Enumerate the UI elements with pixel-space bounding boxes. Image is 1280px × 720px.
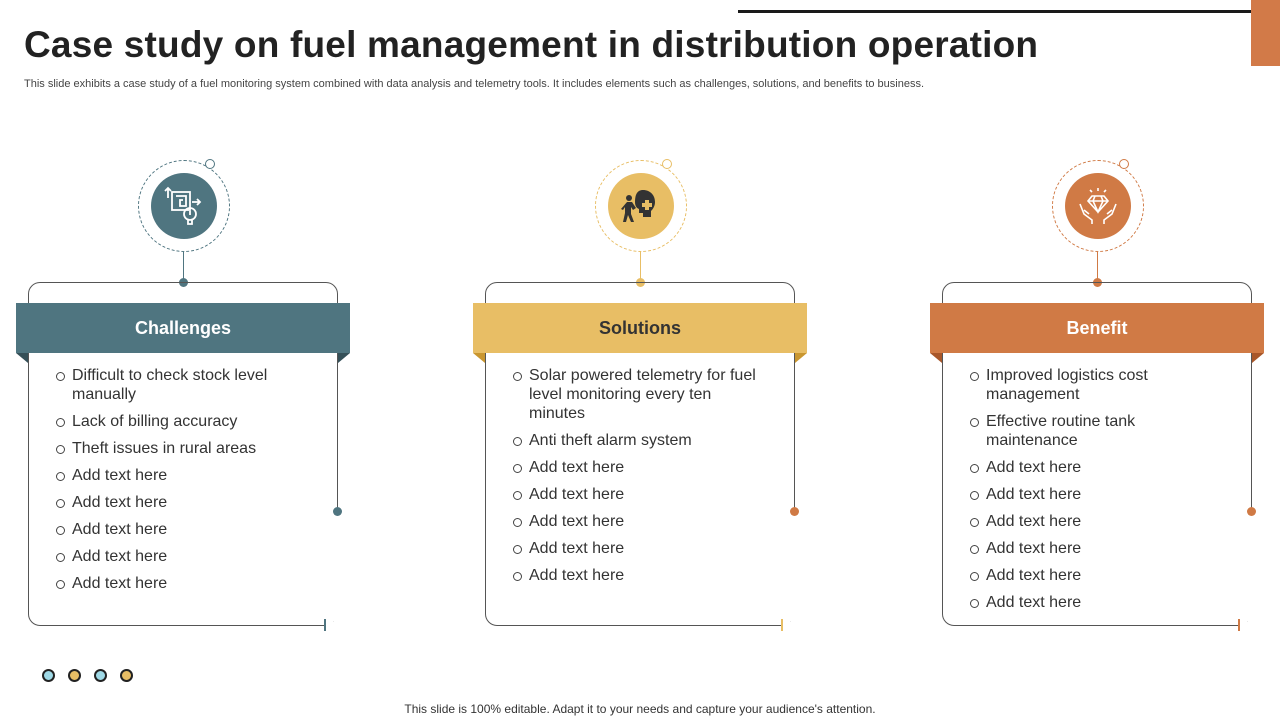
banner-solutions: Solutions bbox=[473, 303, 807, 353]
column-challenges: Challenges Difficult to check stock leve… bbox=[16, 159, 350, 631]
list-item: Effective routine tank maintenance bbox=[970, 412, 1220, 450]
list-item: Add text here bbox=[970, 458, 1220, 477]
list-item: Theft issues in rural areas bbox=[56, 439, 306, 458]
list-item: Add text here bbox=[56, 466, 306, 485]
list-solutions: Solar powered telemetry for fuel level m… bbox=[513, 366, 763, 593]
list-item: Add text here bbox=[513, 566, 763, 585]
list-item: Add text here bbox=[56, 493, 306, 512]
top-divider-line bbox=[738, 10, 1252, 13]
dot-4 bbox=[120, 669, 133, 682]
icon-ring bbox=[138, 159, 230, 252]
hands-diamond-icon bbox=[1065, 173, 1131, 239]
list-item: Add text here bbox=[56, 520, 306, 539]
decorative-dots bbox=[42, 669, 133, 682]
list-item: Add text here bbox=[56, 547, 306, 566]
list-item: Add text here bbox=[56, 574, 306, 593]
banner-challenges: Challenges bbox=[16, 303, 350, 353]
list-item: Add text here bbox=[513, 485, 763, 504]
page-title: Case study on fuel management in distrib… bbox=[24, 24, 1039, 65]
dot-1 bbox=[42, 669, 55, 682]
banner-benefit: Benefit bbox=[930, 303, 1264, 353]
list-item: Add text here bbox=[970, 593, 1220, 612]
column-benefit: Benefit Improved logistics cost manageme… bbox=[930, 159, 1264, 631]
icon-ring bbox=[595, 159, 687, 252]
icon-ring bbox=[1052, 159, 1144, 252]
list-item: Add text here bbox=[513, 539, 763, 558]
page-subtitle: This slide exhibits a case study of a fu… bbox=[24, 78, 925, 90]
list-item: Add text here bbox=[513, 512, 763, 531]
dot-3 bbox=[94, 669, 107, 682]
footer-note: This slide is 100% editable. Adapt it to… bbox=[404, 702, 876, 716]
list-item: Lack of billing accuracy bbox=[56, 412, 306, 431]
list-item: Improved logistics cost management bbox=[970, 366, 1220, 404]
corner-accent bbox=[1251, 0, 1280, 66]
list-item: Add text here bbox=[970, 485, 1220, 504]
list-item: Difficult to check stock level manually bbox=[56, 366, 306, 404]
maze-bulb-icon bbox=[151, 173, 217, 239]
list-item: Add text here bbox=[970, 512, 1220, 531]
list-item: Add text here bbox=[970, 539, 1220, 558]
list-item: Add text here bbox=[513, 458, 763, 477]
list-item: Anti theft alarm system bbox=[513, 431, 763, 450]
puzzle-head-icon bbox=[608, 173, 674, 239]
list-item: Add text here bbox=[970, 566, 1220, 585]
list-benefit: Improved logistics cost management Effec… bbox=[970, 366, 1220, 620]
dot-2 bbox=[68, 669, 81, 682]
column-solutions: Solutions Solar powered telemetry for fu… bbox=[473, 159, 807, 631]
list-item: Solar powered telemetry for fuel level m… bbox=[513, 366, 763, 423]
list-challenges: Difficult to check stock level manually … bbox=[56, 366, 306, 601]
